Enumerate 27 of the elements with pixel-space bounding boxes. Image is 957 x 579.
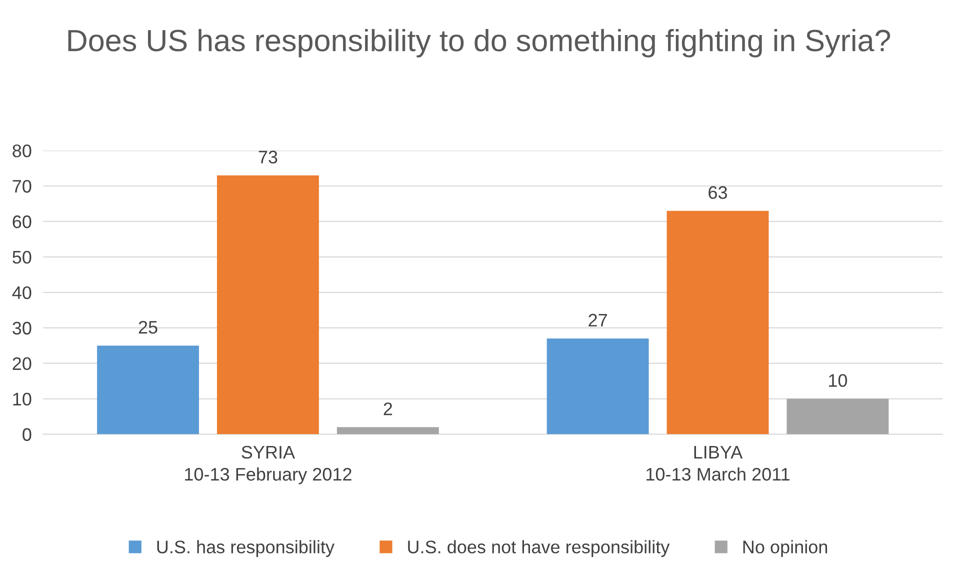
data-label: 63 bbox=[708, 186, 727, 199]
data-label: 27 bbox=[588, 314, 607, 326]
data-label: 2 bbox=[384, 402, 392, 416]
y-tick-label: 20 bbox=[12, 357, 32, 370]
x-tick-label: LIBYA 10-13 March 2011 bbox=[646, 446, 790, 481]
legend-label: U.S. has responsibility bbox=[157, 540, 334, 557]
y-tick-label: 80 bbox=[12, 144, 32, 158]
chart-title: Does US has responsibility to do something fighting in Syria? bbox=[68, 28, 890, 58]
y-tick-label: 30 bbox=[12, 322, 32, 335]
bar bbox=[97, 346, 199, 434]
bar bbox=[216, 175, 319, 434]
y-tick-label: 40 bbox=[12, 286, 32, 300]
y-tick-label: 70 bbox=[12, 180, 32, 193]
y-tick-label: 10 bbox=[13, 392, 32, 406]
y-tick-label: 60 bbox=[12, 215, 32, 228]
bar bbox=[666, 210, 769, 434]
bar bbox=[786, 398, 889, 434]
x-tick-label: SYRIA 10-13 February 2012 bbox=[185, 446, 352, 484]
bar bbox=[546, 338, 649, 434]
bar bbox=[336, 427, 439, 434]
data-label: 25 bbox=[138, 320, 158, 334]
data-label: 73 bbox=[258, 150, 278, 164]
y-tick-label: 0 bbox=[22, 428, 32, 441]
y-tick-label: 50 bbox=[12, 250, 32, 264]
legend-label: U.S. does not have responsibility bbox=[408, 540, 670, 557]
legend-label: No opinion bbox=[743, 540, 828, 557]
data-label: 10 bbox=[829, 374, 848, 387]
